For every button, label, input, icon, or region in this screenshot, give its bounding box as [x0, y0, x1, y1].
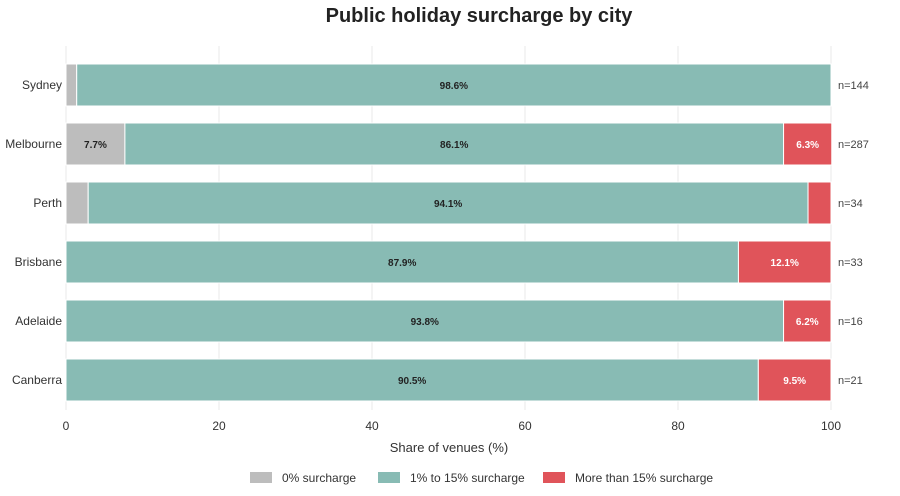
bar-segment [87, 181, 809, 225]
sample-size-label: n=33 [838, 257, 863, 269]
x-tick-label: 100 [821, 419, 841, 433]
bar-segment [757, 358, 832, 402]
data-label: 90.5% [398, 376, 426, 387]
data-label: 94.1% [434, 199, 462, 210]
bar-segment [65, 181, 89, 225]
legend-swatch [378, 472, 400, 483]
data-label: 87.9% [388, 258, 416, 269]
bar-segment [737, 240, 832, 284]
sample-size-label: n=144 [838, 80, 869, 92]
sample-size-label: n=287 [838, 139, 869, 151]
legend-swatch [543, 472, 565, 483]
x-tick-label: 60 [518, 419, 532, 433]
sample-size-label: n=21 [838, 375, 863, 387]
data-label: 6.2% [796, 317, 819, 328]
legend: 0% surcharge 1% to 15% surcharge More than… [250, 471, 713, 485]
data-label: 98.6% [440, 81, 468, 92]
bar-segment [783, 122, 833, 166]
legend-label: 1% to 15% surcharge [410, 471, 525, 485]
y-tick-label: Perth [33, 196, 62, 210]
y-axis-ticks: Sydney Melbourne Perth Brisbane Adelaide Canb… [5, 78, 62, 387]
legend-label: 0% surcharge [282, 471, 356, 485]
legend-swatch [250, 472, 272, 483]
y-tick-label: Sydney [22, 78, 62, 92]
gridlines [65, 46, 832, 410]
data-label: 6.3% [796, 140, 819, 151]
y-tick-label: Canberra [12, 373, 62, 387]
data-labels: 98.6% 7.7% 86.1% 6.3% 94.1% 87.9% 12.1% 93.8% 6.… [84, 81, 819, 387]
bar-segment [65, 299, 785, 343]
y-tick-label: Adelaide [15, 314, 62, 328]
sample-size-labels: n=144 n=287 n=34 n=33 n=16 n=21 [838, 80, 869, 387]
y-tick-label: Melbourne [5, 137, 62, 151]
bar-segment [65, 358, 759, 402]
bar-segment [65, 63, 78, 107]
legend-label: More than 15% surcharge [575, 471, 713, 485]
data-label: 93.8% [411, 317, 439, 328]
bars [65, 63, 833, 402]
chart-title: Public holiday surcharge by city [326, 5, 634, 27]
data-label: 7.7% [84, 140, 107, 151]
bar-segment [65, 240, 739, 284]
data-label: 86.1% [440, 140, 468, 151]
bar-segment [76, 63, 832, 107]
data-label: 12.1% [771, 258, 799, 269]
x-axis-label: Share of venues (%) [390, 440, 509, 455]
data-label: 9.5% [783, 376, 806, 387]
x-tick-label: 0 [63, 419, 70, 433]
sample-size-label: n=16 [838, 316, 863, 328]
sample-size-label: n=34 [838, 198, 863, 210]
bar-segment [783, 299, 832, 343]
bar-segment [807, 181, 832, 225]
x-axis-ticks: 0 20 40 60 80 100 [63, 419, 842, 433]
x-tick-label: 40 [365, 419, 379, 433]
y-tick-label: Brisbane [15, 255, 63, 269]
x-tick-label: 80 [671, 419, 685, 433]
x-tick-label: 20 [212, 419, 226, 433]
